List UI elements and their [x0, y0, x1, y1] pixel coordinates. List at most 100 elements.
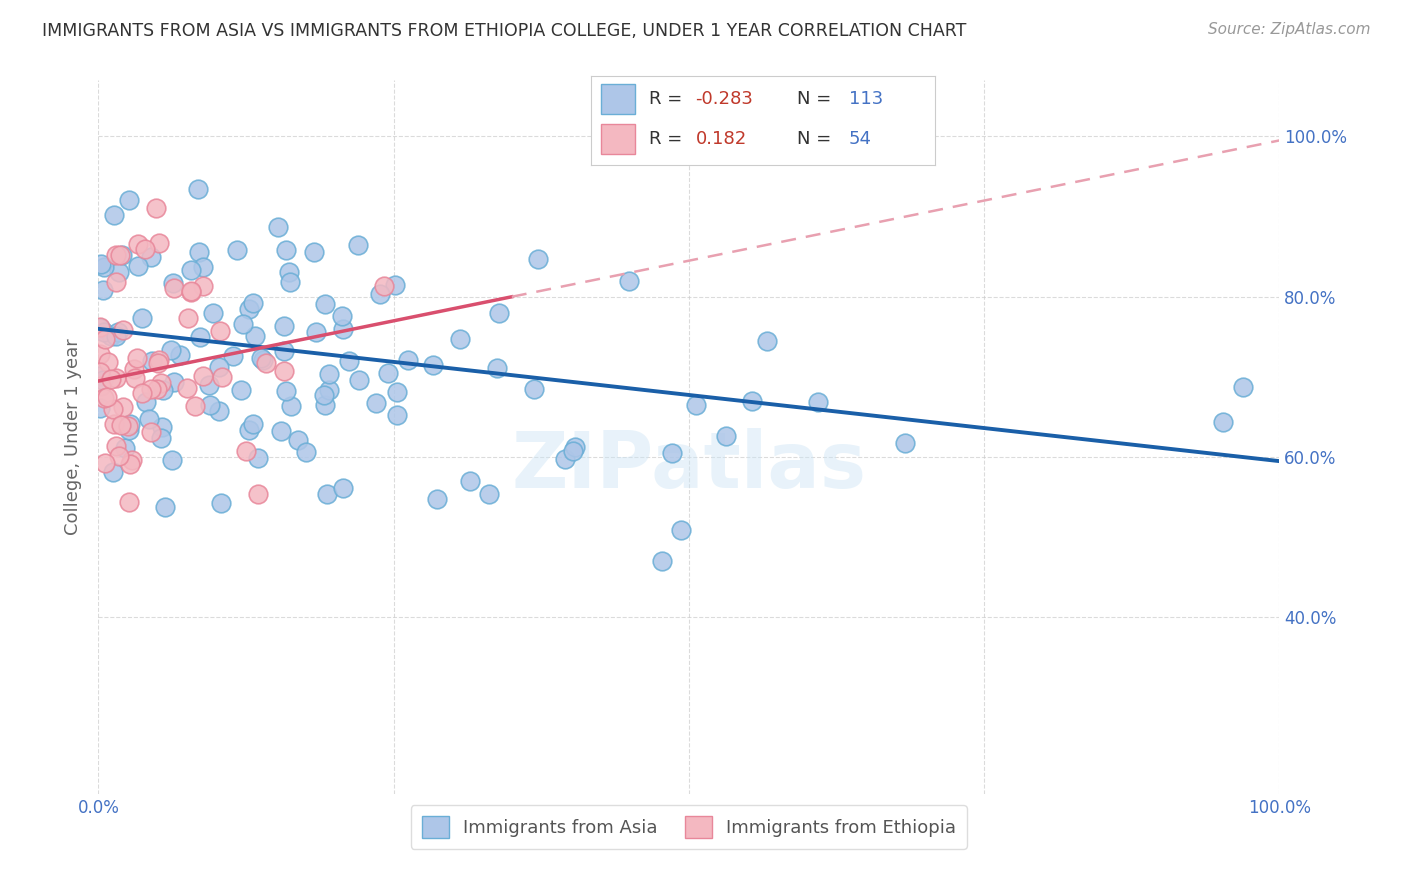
- Point: [100, 371, 122, 385]
- Point: [127, 237, 149, 252]
- Point: [295, 445, 318, 459]
- Point: [273, 319, 295, 334]
- Point: [114, 442, 136, 456]
- Point: [152, 383, 174, 397]
- Point: [89, 347, 111, 361]
- Point: [208, 404, 231, 418]
- Point: [191, 260, 214, 274]
- Point: [339, 354, 361, 368]
- Point: [266, 220, 288, 235]
- Point: [222, 349, 245, 363]
- Point: [191, 279, 214, 293]
- Point: [135, 395, 157, 409]
- Point: [89, 320, 111, 334]
- Text: 54: 54: [849, 129, 872, 148]
- Point: [238, 302, 260, 317]
- Point: [93, 260, 115, 274]
- Point: [96, 355, 118, 369]
- Point: [104, 275, 127, 289]
- Point: [385, 385, 408, 400]
- Point: [93, 325, 115, 339]
- Y-axis label: College, Under 1 year: College, Under 1 year: [65, 339, 83, 535]
- Point: [458, 474, 481, 488]
- Point: [112, 400, 135, 414]
- Point: [554, 452, 576, 467]
- Point: [90, 257, 112, 271]
- Point: [651, 554, 673, 568]
- Point: [96, 390, 118, 404]
- Point: [1232, 380, 1254, 394]
- Point: [208, 359, 231, 374]
- Bar: [600, 124, 636, 154]
- Point: [188, 330, 211, 344]
- Point: [184, 399, 207, 413]
- Point: [162, 276, 184, 290]
- Point: [422, 358, 444, 372]
- Point: [101, 465, 124, 479]
- Point: [107, 325, 129, 339]
- Point: [270, 424, 292, 438]
- Point: [149, 431, 172, 445]
- Point: [278, 276, 301, 290]
- Point: [332, 309, 354, 323]
- Point: [177, 311, 200, 326]
- Point: [180, 263, 202, 277]
- Point: [94, 456, 117, 470]
- Text: IMMIGRANTS FROM ASIA VS IMMIGRANTS FROM ETHIOPIA COLLEGE, UNDER 1 YEAR CORRELATI: IMMIGRANTS FROM ASIA VS IMMIGRANTS FROM …: [42, 22, 966, 40]
- Point: [488, 306, 510, 320]
- Point: [108, 450, 131, 464]
- Point: [332, 322, 354, 336]
- Point: [153, 500, 176, 514]
- Point: [235, 443, 257, 458]
- Point: [141, 354, 163, 368]
- Point: [105, 248, 128, 262]
- Point: [561, 444, 583, 458]
- Point: [131, 385, 153, 400]
- Point: [118, 193, 141, 207]
- Point: [104, 371, 127, 385]
- Point: [426, 491, 449, 506]
- Point: [103, 417, 125, 432]
- Point: [124, 371, 146, 385]
- Point: [273, 344, 295, 359]
- Point: [208, 324, 231, 338]
- Point: [364, 396, 387, 410]
- Point: [202, 305, 225, 319]
- Point: [146, 356, 169, 370]
- Point: [314, 296, 336, 310]
- Point: [242, 295, 264, 310]
- Point: [198, 377, 221, 392]
- Point: [139, 250, 162, 264]
- Point: [280, 399, 302, 413]
- Point: [209, 496, 232, 510]
- Point: [118, 417, 141, 432]
- Point: [385, 408, 408, 422]
- Point: [249, 351, 271, 366]
- Point: [273, 364, 295, 378]
- Point: [121, 453, 143, 467]
- Point: [685, 398, 707, 412]
- Point: [149, 376, 172, 390]
- Point: [187, 182, 209, 196]
- Point: [89, 401, 111, 416]
- Point: [276, 384, 298, 398]
- Point: [396, 352, 419, 367]
- Point: [117, 418, 139, 433]
- Point: [314, 388, 336, 402]
- Point: [332, 481, 354, 495]
- Point: [111, 323, 134, 337]
- Point: [176, 381, 198, 395]
- Point: [755, 334, 778, 349]
- Point: [238, 423, 260, 437]
- Text: N =: N =: [797, 129, 837, 148]
- Point: [89, 321, 111, 335]
- Point: [104, 328, 127, 343]
- Point: [108, 265, 131, 279]
- Point: [90, 379, 112, 393]
- Point: [741, 394, 763, 409]
- Point: [180, 284, 202, 298]
- Point: [347, 373, 370, 387]
- Text: ZIPatlas: ZIPatlas: [512, 427, 866, 504]
- Point: [118, 457, 141, 471]
- Point: [276, 243, 298, 257]
